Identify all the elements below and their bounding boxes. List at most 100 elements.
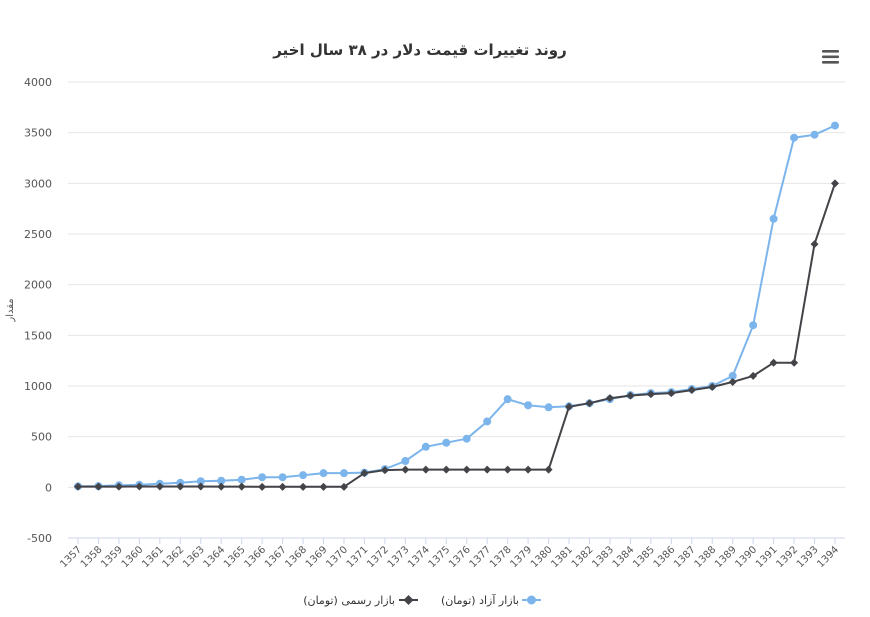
x-tick-label: 1382 (570, 544, 596, 570)
y-tick-label: -500 (27, 532, 52, 545)
y-tick-label: 0 (45, 481, 52, 494)
legend-item-official-market[interactable]: بازار رسمی (تومان) (303, 594, 418, 607)
x-axis-ticks: 1357135813591360136113621363136413651366… (58, 537, 845, 570)
x-tick-label: 1380 (529, 544, 555, 570)
data-point (462, 434, 471, 443)
x-tick-label: 1361 (140, 544, 166, 570)
data-point (708, 383, 717, 392)
x-tick-label: 1371 (345, 544, 371, 570)
data-point (258, 473, 267, 482)
x-tick-label: 1387 (672, 544, 698, 570)
data-point (155, 482, 164, 491)
x-tick-label: 1385 (631, 544, 657, 570)
data-point (74, 482, 82, 491)
hamburger-menu-icon[interactable] (822, 50, 839, 64)
x-tick-label: 1378 (488, 544, 514, 570)
chart-menu-button[interactable] (822, 50, 839, 64)
data-point (810, 130, 819, 139)
x-tick-label: 1369 (304, 544, 330, 570)
data-point (237, 475, 246, 484)
data-point (299, 471, 308, 480)
data-point (319, 469, 328, 478)
data-point (503, 395, 512, 404)
data-point (565, 402, 574, 411)
data-point (217, 476, 226, 485)
data-point (728, 377, 737, 386)
x-tick-label: 1368 (283, 544, 309, 570)
y-tick-label: 500 (31, 431, 52, 444)
legend: بازار آزاد (تومان) بازار رسمی (تومان) (303, 593, 541, 607)
x-tick-label: 1374 (406, 544, 432, 570)
data-point (524, 401, 533, 410)
data-point (339, 469, 348, 478)
series-official-market (74, 179, 839, 491)
data-point (483, 465, 492, 474)
y-tick-label: 1500 (24, 329, 52, 342)
x-tick-label: 1360 (120, 544, 146, 570)
x-tick-label: 1367 (263, 544, 289, 570)
y-tick-label: 2500 (24, 228, 52, 241)
x-tick-label: 1394 (815, 544, 841, 570)
legend-item-free-market[interactable]: بازار آزاد (تومان) (441, 593, 541, 607)
x-tick-label: 1363 (181, 544, 207, 570)
x-tick-label: 1384 (611, 544, 637, 570)
data-point (442, 465, 451, 474)
data-point (114, 482, 123, 491)
data-point (667, 389, 676, 398)
x-tick-label: 1376 (447, 544, 473, 570)
x-tick-label: 1377 (468, 544, 494, 570)
x-tick-label: 1372 (365, 544, 391, 570)
x-tick-label: 1358 (79, 544, 105, 570)
x-tick-label: 1364 (202, 544, 228, 570)
x-tick-label: 1366 (242, 544, 268, 570)
x-tick-label: 1370 (324, 544, 350, 570)
x-tick-label: 1392 (774, 544, 800, 570)
data-point (237, 482, 246, 491)
data-point (831, 179, 839, 188)
data-point (769, 214, 778, 223)
data-point (790, 358, 799, 367)
x-tick-label: 1359 (99, 544, 125, 570)
data-point (503, 465, 512, 474)
x-tick-label: 1373 (386, 544, 412, 570)
x-tick-label: 1379 (508, 544, 534, 570)
data-point (319, 482, 328, 491)
data-point (278, 473, 287, 482)
data-point (544, 403, 553, 412)
x-tick-label: 1383 (590, 544, 616, 570)
y-tick-label: 1000 (24, 380, 52, 393)
data-point (462, 465, 471, 474)
data-point (810, 240, 819, 249)
data-point (299, 482, 308, 491)
data-point (258, 482, 267, 491)
data-point (749, 321, 758, 330)
data-point (442, 438, 451, 447)
data-point (421, 465, 430, 474)
data-point (401, 465, 410, 474)
y-axis-ticks: -500 0 500 1000 1500 2000 2500 3000 3500 4000 (24, 76, 52, 545)
data-point (749, 371, 758, 380)
data-point (790, 133, 799, 142)
series-layer (74, 121, 839, 491)
data-point (217, 482, 226, 491)
chart-title: روند تغییرات قیمت دلار در ۳۸ سال اخیر (272, 41, 567, 59)
x-tick-label: 1381 (549, 544, 575, 570)
x-tick-label: 1391 (754, 544, 780, 570)
data-point (626, 391, 635, 400)
legend-label-free-market: بازار آزاد (تومان) (441, 593, 519, 607)
data-point (135, 482, 144, 491)
data-point (687, 386, 696, 395)
data-point (544, 465, 553, 474)
data-point (196, 482, 205, 491)
data-point (196, 477, 205, 486)
y-tick-label: 2000 (24, 279, 52, 292)
y-tick-label: 4000 (24, 76, 52, 89)
y-axis-title: مقدار (5, 298, 16, 322)
x-tick-label: 1388 (693, 544, 719, 570)
y-tick-label: 3500 (24, 127, 52, 140)
x-tick-label: 1375 (427, 544, 453, 570)
data-point (646, 390, 655, 399)
data-point (380, 466, 389, 475)
series-free-market (74, 121, 839, 491)
y-tick-label: 3000 (24, 177, 52, 190)
